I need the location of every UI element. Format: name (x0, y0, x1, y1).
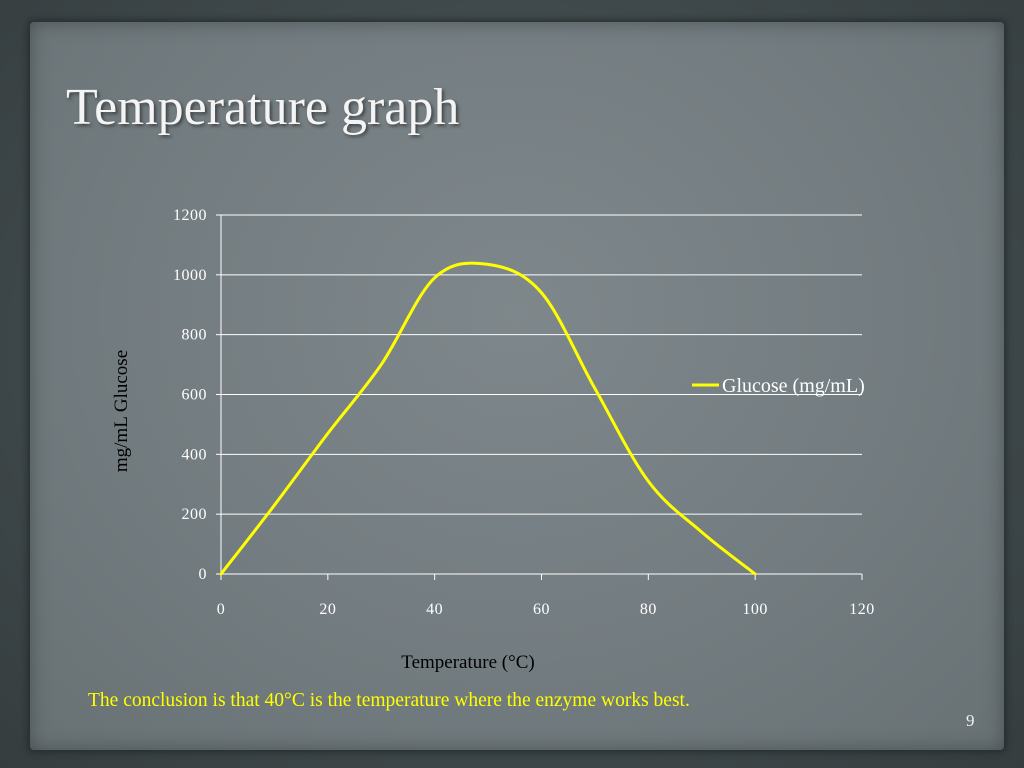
y-tick-label: 400 (182, 446, 208, 463)
x-tick-label: 40 (426, 601, 443, 618)
x-axis-title: Temperature (°C) (401, 652, 534, 673)
chart-gridlines (221, 214, 862, 515)
y-tick-label: 800 (182, 327, 208, 344)
y-tick-label: 200 (182, 506, 208, 523)
page-number: 9 (966, 711, 975, 730)
y-tick-label: 600 (182, 387, 208, 404)
x-tick-label: 0 (217, 601, 226, 618)
x-tick-label: 80 (640, 601, 657, 618)
x-tick-label: 100 (742, 601, 768, 618)
x-tick-label: 60 (533, 601, 550, 618)
x-axis-tick-labels: 0 20 40 60 80 100 120 (217, 601, 875, 618)
x-tick-label: 120 (849, 601, 875, 618)
legend-label: Glucose (mg/mL) (722, 375, 865, 397)
y-axis-tick-labels: 0 200 400 600 800 1000 1200 (173, 207, 207, 583)
slide-panel (30, 22, 1004, 750)
chart-axes (216, 214, 863, 580)
conclusion-text: The conclusion is that 40°C is the tempe… (88, 690, 690, 711)
series-line-glucose (219, 261, 757, 576)
slide-title: Temperature graph (66, 79, 460, 136)
chart-legend: Glucose (mg/mL) (692, 375, 865, 397)
chart-series (219, 261, 757, 576)
y-axis-title: mg/mL Glucose (111, 350, 132, 472)
y-tick-label: 1000 (173, 267, 207, 284)
y-tick-label: 1200 (173, 207, 207, 224)
y-tick-label: 0 (199, 566, 208, 583)
x-tick-label: 20 (319, 601, 336, 618)
